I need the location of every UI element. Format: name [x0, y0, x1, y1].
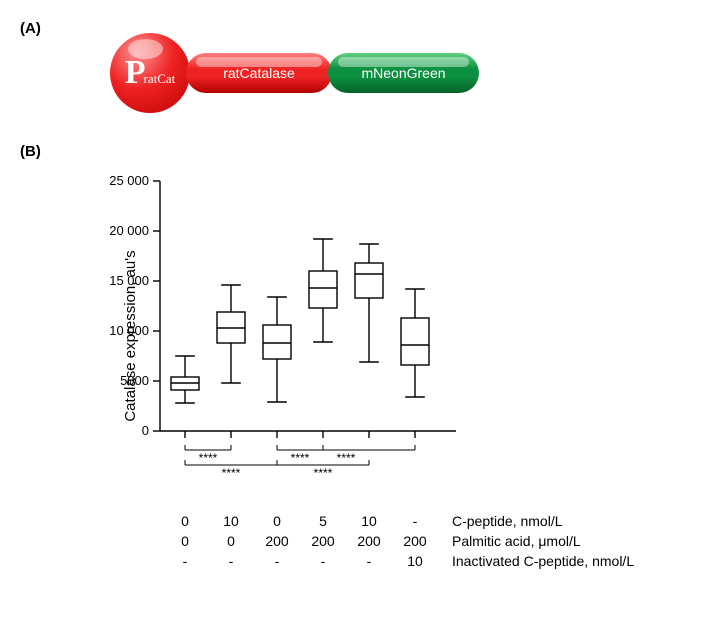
svg-text:0: 0: [142, 423, 149, 438]
gene-text: ratCatalase: [223, 65, 295, 81]
x-cell: -: [208, 551, 254, 571]
x-cell: 10: [346, 511, 392, 531]
x-cell: -: [300, 551, 346, 571]
x-cell: -: [254, 551, 300, 571]
x-cell: 10: [392, 551, 438, 571]
boxplot-svg: 0500010 00015 00020 00025 000***********…: [100, 171, 466, 501]
promoter-sub: ratCat: [144, 71, 176, 87]
x-row: 00200200200200Palmitic acid, μmol/L: [100, 531, 634, 551]
x-cell: -: [392, 511, 438, 531]
x-cell: -: [162, 551, 208, 571]
x-axis-table: 0100510-C-peptide, nmol/L00200200200200P…: [100, 507, 689, 571]
svg-text:****: ****: [291, 451, 310, 465]
panel-b: (B) Catalase expression, au's 0500010 00…: [20, 143, 689, 571]
reporter-text: mNeonGreen: [361, 65, 445, 81]
svg-text:****: ****: [199, 451, 218, 465]
x-cell: 10: [208, 511, 254, 531]
x-cell: 0: [254, 511, 300, 531]
construct-diagram: P ratCat ratCatalase mNeonGreen: [110, 33, 689, 113]
chart-area: Catalase expression, au's 0500010 00015 …: [100, 171, 689, 501]
x-cell: 200: [300, 531, 346, 551]
svg-text:****: ****: [314, 466, 333, 480]
y-axis-label: Catalase expression, au's: [122, 250, 139, 421]
svg-text:****: ****: [222, 466, 241, 480]
promoter-circle: P ratCat: [110, 33, 190, 113]
x-row: -----10Inactivated C-peptide, nmol/L: [100, 551, 634, 571]
x-row-label: C-peptide, nmol/L: [438, 511, 634, 531]
promoter-big: P: [125, 54, 146, 92]
x-cell: 200: [392, 531, 438, 551]
x-row-label: Inactivated C-peptide, nmol/L: [438, 551, 634, 571]
reporter-pill: mNeonGreen: [328, 53, 479, 93]
panel-a-label: (A): [20, 20, 41, 37]
x-cell: 5: [300, 511, 346, 531]
x-row-label: Palmitic acid, μmol/L: [438, 531, 634, 551]
x-cell: 0: [162, 531, 208, 551]
panel-a: (A) P ratCat ratCatalase mNeonGreen: [20, 20, 689, 113]
gene-pill: ratCatalase: [186, 53, 332, 93]
panel-b-label: (B): [20, 143, 41, 160]
svg-text:20 000: 20 000: [109, 223, 149, 238]
svg-text:25 000: 25 000: [109, 173, 149, 188]
x-cell: 0: [208, 531, 254, 551]
x-cell: -: [346, 551, 392, 571]
x-cell: 0: [162, 511, 208, 531]
x-cell: 200: [346, 531, 392, 551]
svg-text:****: ****: [337, 451, 356, 465]
x-cell: 200: [254, 531, 300, 551]
x-row: 0100510-C-peptide, nmol/L: [100, 511, 634, 531]
